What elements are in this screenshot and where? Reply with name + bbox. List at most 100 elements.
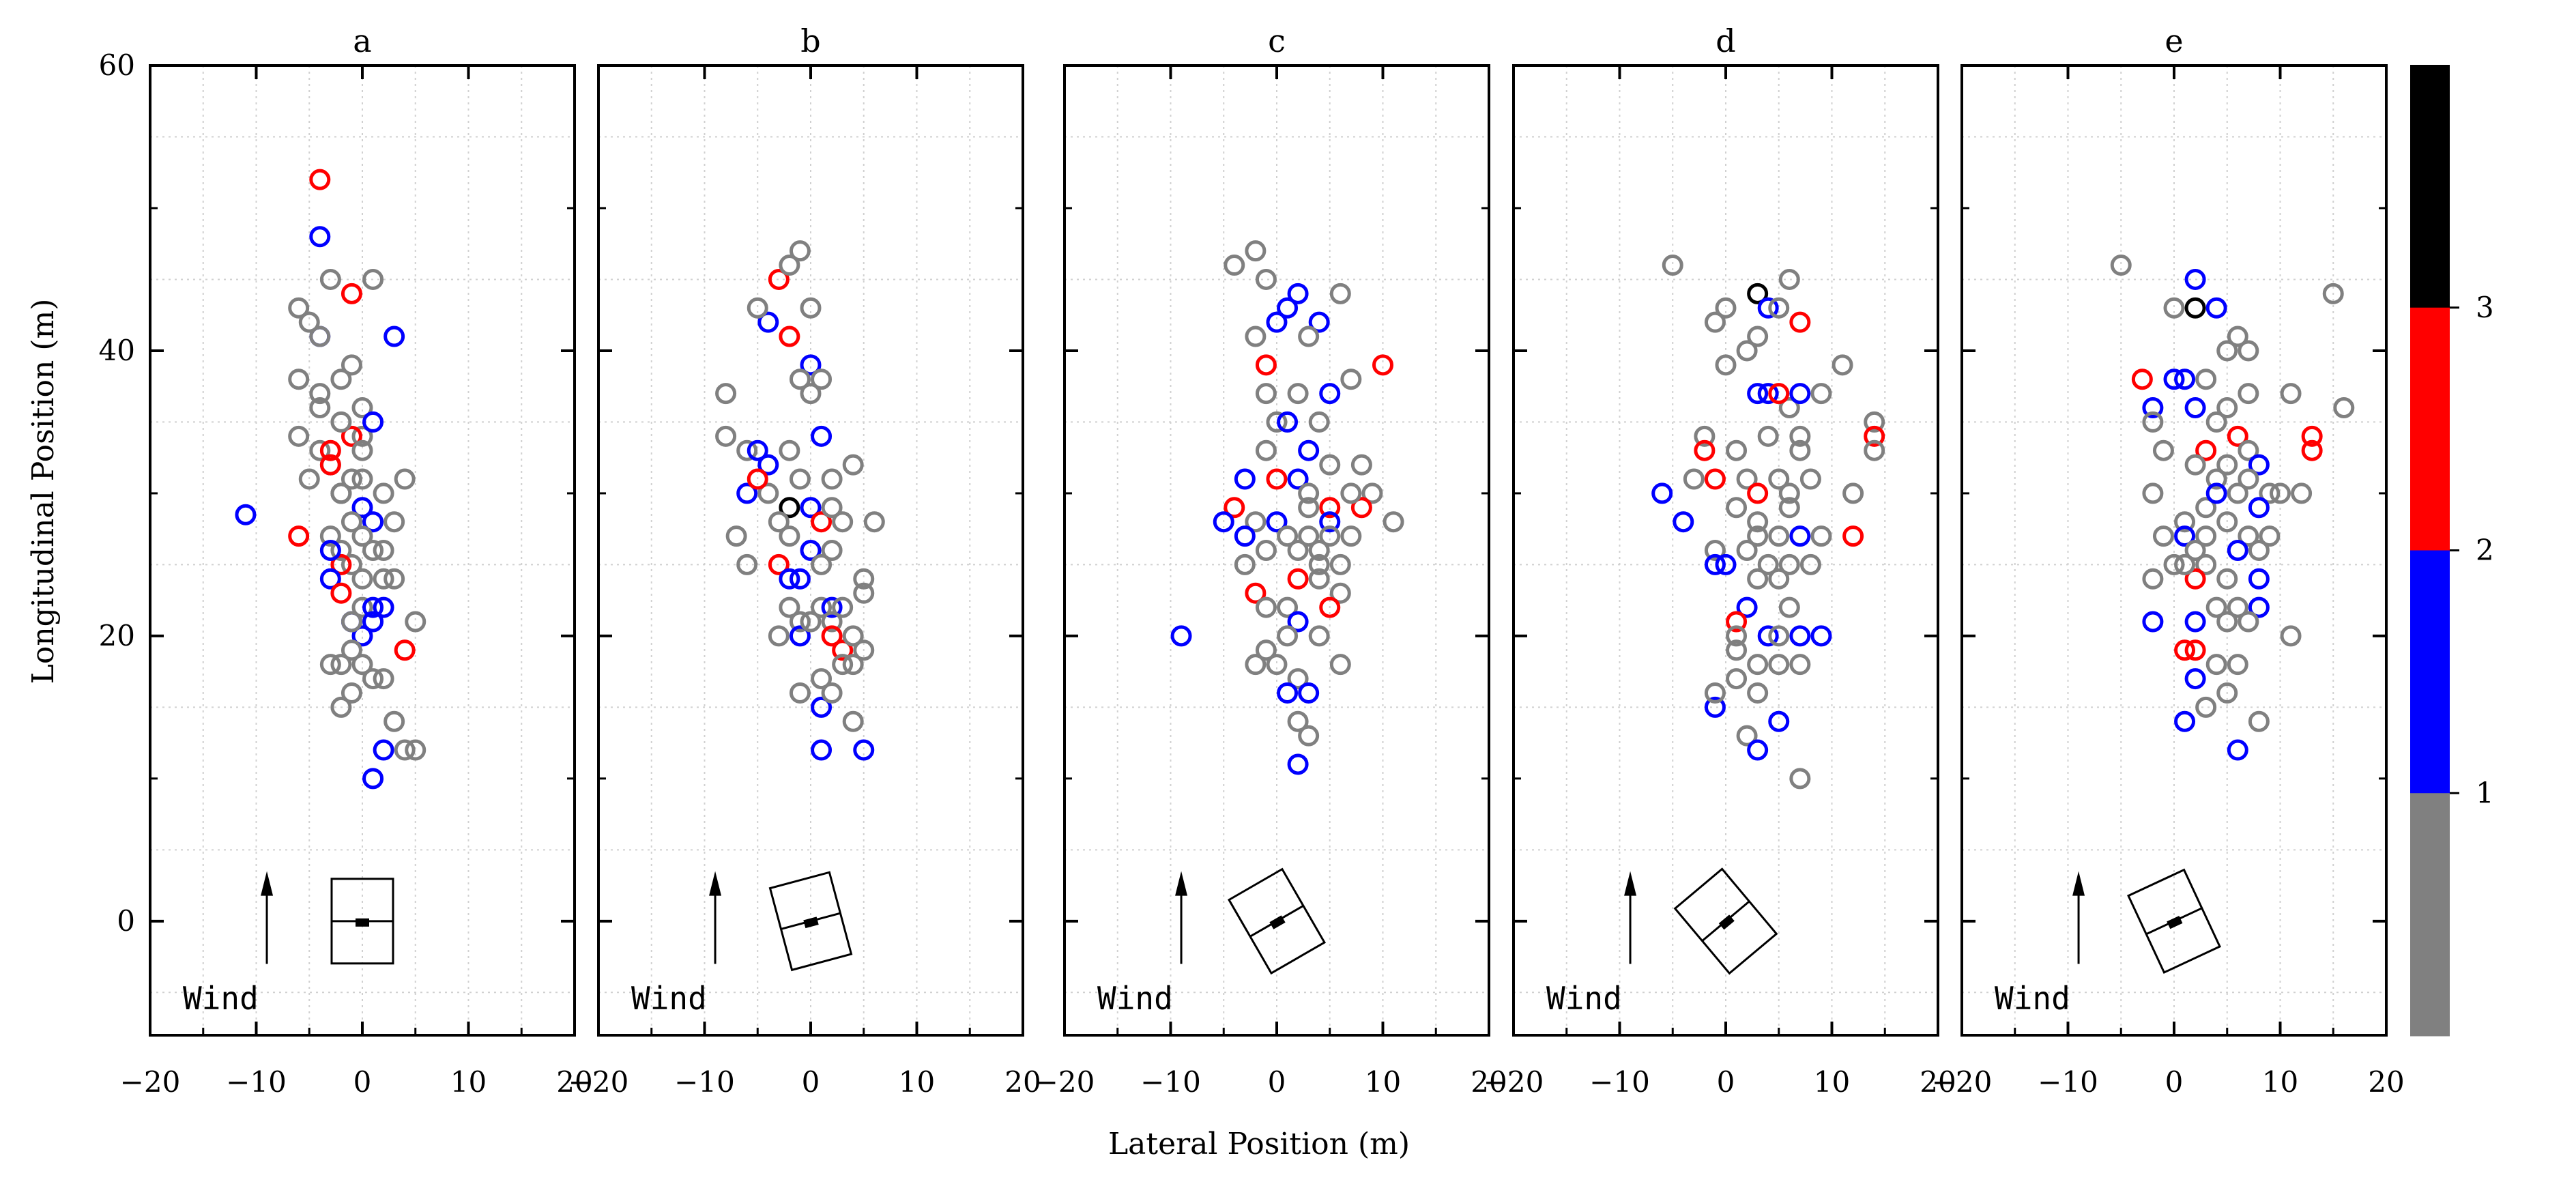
data-point (863, 511, 885, 533)
data-point (1768, 625, 1790, 647)
data-point (1340, 482, 1362, 504)
data-point (309, 326, 331, 347)
x-axis-label: Lateral Position (m) (1108, 1127, 1410, 1161)
data-point (341, 468, 362, 490)
data-point (362, 768, 384, 790)
data-point (373, 739, 394, 761)
data-point (2238, 525, 2259, 547)
data-point (1768, 297, 1790, 319)
data-point (1340, 525, 1362, 547)
data-point (1298, 682, 1320, 704)
ticks (1063, 64, 1490, 1035)
data-point (1757, 383, 1779, 405)
data-point (1778, 397, 1800, 419)
data-point (811, 596, 833, 618)
data-point (1287, 668, 1309, 690)
data-point (2174, 639, 2196, 661)
x-tick-label: 0 (1717, 1065, 1735, 1099)
data-point (768, 268, 790, 290)
data-point (1694, 425, 1716, 447)
data-point (789, 611, 811, 633)
data-point (330, 553, 352, 575)
data-point (853, 582, 875, 604)
data-point (789, 240, 811, 262)
data-point (2174, 553, 2196, 575)
y-tick-label: 60 (99, 48, 135, 82)
grid (150, 66, 575, 1035)
data-point (2152, 439, 2174, 461)
data-point (394, 639, 416, 661)
data-point (1287, 710, 1309, 732)
y-tick-label: 40 (99, 334, 135, 367)
data-point (2184, 639, 2206, 661)
data-point (2238, 340, 2259, 362)
data-point (1308, 568, 1330, 590)
data-point (757, 482, 779, 504)
data-point (1842, 482, 1864, 504)
data-point (1747, 525, 1769, 547)
data-point (1245, 654, 1267, 676)
footprint-diagram (1227, 867, 1327, 975)
wind-label: Wind (183, 980, 259, 1017)
points (235, 169, 426, 790)
data-point (1768, 654, 1790, 676)
data-point (1768, 383, 1790, 405)
data-point (715, 425, 737, 447)
data-point (330, 482, 352, 504)
data-point (1340, 369, 1362, 390)
data-point (1747, 654, 1769, 676)
data-point (383, 568, 405, 590)
data-point (1757, 625, 1779, 647)
data-point (1747, 482, 1769, 504)
data-point (1768, 710, 1790, 732)
data-point (1361, 482, 1383, 504)
colorbar-tick-label: 1 (2476, 776, 2494, 809)
wind-arrow-head (1175, 871, 1188, 896)
data-point (1350, 497, 1372, 519)
data-point (1726, 668, 1748, 690)
data-point (1287, 540, 1309, 561)
data-point (1789, 525, 1811, 547)
data-point (1864, 425, 1885, 447)
data-point (842, 710, 864, 732)
data-point (351, 439, 373, 461)
data-point (1255, 439, 1277, 461)
data-point (1662, 255, 1683, 276)
data-point (832, 654, 854, 676)
data-point (1778, 482, 1800, 504)
data-point (1726, 611, 1748, 633)
panel-title: e (2165, 23, 2183, 59)
data-point (1372, 354, 1393, 376)
data-point (1789, 625, 1811, 647)
grid (1514, 66, 1938, 1035)
data-point (2301, 439, 2323, 461)
data-point (1224, 255, 1245, 276)
data-point (1266, 511, 1288, 533)
x-tick-label: −10 (2038, 1065, 2098, 1099)
data-point (330, 411, 352, 433)
data-point (1308, 540, 1330, 561)
data-point (2195, 553, 2217, 575)
data-point (2216, 682, 2238, 704)
data-point (1298, 725, 1320, 747)
data-point (1277, 297, 1299, 319)
data-point (1277, 411, 1299, 433)
data-point (2163, 553, 2185, 575)
data-point (1704, 553, 1726, 575)
data-point (2184, 397, 2206, 419)
data-point (2248, 568, 2270, 590)
footprint-marker (1269, 915, 1286, 929)
data-point (373, 540, 394, 561)
data-point (800, 540, 822, 561)
data-point (351, 654, 373, 676)
data-point (1778, 497, 1800, 519)
data-point (1704, 468, 1726, 490)
data-point (842, 454, 864, 476)
data-point (1255, 639, 1277, 661)
data-point (736, 553, 758, 575)
data-point (1308, 625, 1330, 647)
data-point (1287, 283, 1309, 304)
data-point (330, 654, 352, 676)
data-point (383, 326, 405, 347)
